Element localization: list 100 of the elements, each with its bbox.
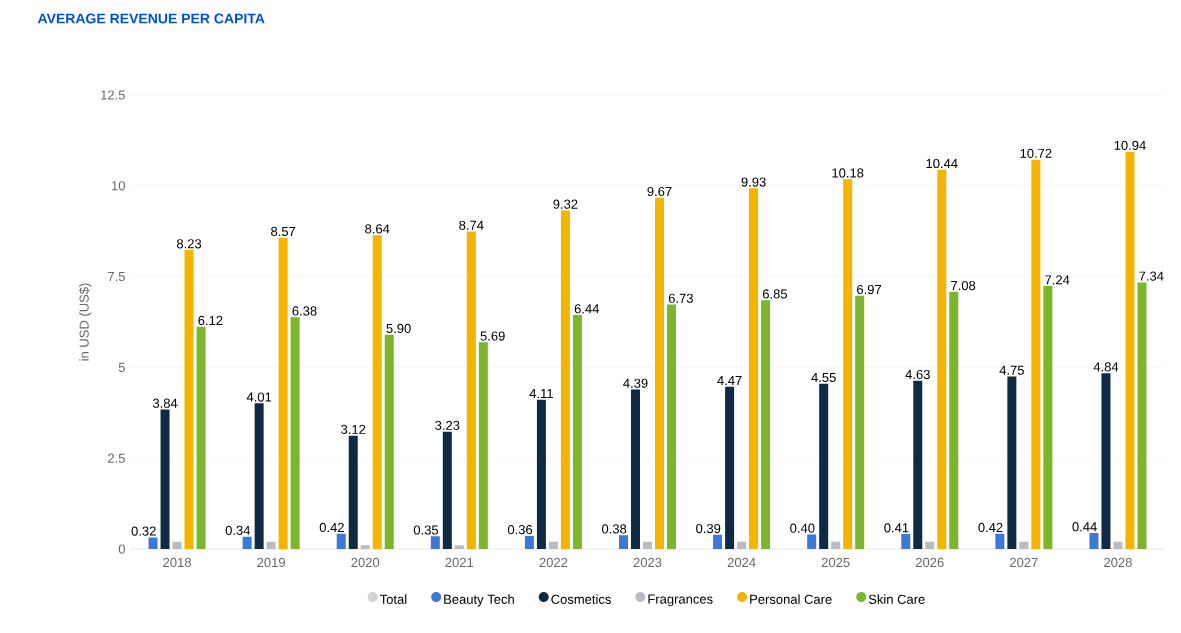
bar bbox=[160, 409, 170, 549]
legend-label: Skin Care bbox=[868, 594, 925, 604]
bar bbox=[1031, 159, 1041, 549]
legend-label: Personal Care bbox=[750, 594, 832, 604]
data-label: 7.24 bbox=[1045, 275, 1070, 285]
bar bbox=[725, 386, 735, 549]
data-label: 3.12 bbox=[341, 424, 366, 434]
data-label: 0.36 bbox=[507, 525, 533, 535]
y-tick-label: 2.5 bbox=[108, 453, 125, 463]
x-tick-label: 2022 bbox=[539, 557, 568, 567]
bar bbox=[1137, 282, 1147, 549]
data-label: 6.85 bbox=[762, 289, 788, 299]
bar bbox=[548, 541, 558, 549]
data-label: 0.39 bbox=[696, 523, 721, 534]
y-tick-label: 0 bbox=[118, 544, 125, 554]
data-label: 7.08 bbox=[951, 280, 976, 291]
bar bbox=[995, 533, 1005, 549]
bar bbox=[925, 541, 935, 549]
bar bbox=[290, 317, 300, 549]
data-label: 0.32 bbox=[131, 526, 156, 536]
bar bbox=[196, 326, 206, 549]
data-label: 4.11 bbox=[529, 389, 553, 399]
chart-title: AVERAGE REVENUE PER CAPITA bbox=[37, 13, 265, 24]
bar bbox=[913, 380, 923, 549]
x-tick-label: 2021 bbox=[445, 557, 474, 567]
bar bbox=[242, 536, 252, 549]
data-label: 0.34 bbox=[225, 525, 251, 535]
bar bbox=[148, 537, 158, 549]
legend-label: Cosmetics bbox=[551, 594, 611, 604]
data-label: 5.69 bbox=[480, 331, 505, 341]
bar bbox=[536, 399, 546, 549]
bar bbox=[667, 304, 676, 549]
bar bbox=[737, 541, 747, 549]
data-label: 4.63 bbox=[905, 369, 930, 380]
data-label: 8.64 bbox=[365, 224, 390, 234]
bar bbox=[560, 210, 570, 549]
data-label: 0.41 bbox=[884, 523, 909, 533]
y-axis-title: in USD (US$) bbox=[78, 283, 92, 361]
data-label: 7.34 bbox=[1139, 271, 1164, 281]
bar bbox=[855, 295, 865, 549]
bar bbox=[713, 534, 723, 549]
data-label: 10.44 bbox=[926, 158, 958, 169]
bar bbox=[949, 291, 959, 549]
data-label: 8.23 bbox=[176, 239, 202, 249]
data-label: 6.38 bbox=[292, 306, 317, 316]
x-tick-label: 2023 bbox=[633, 557, 662, 567]
bar bbox=[655, 197, 664, 549]
bar bbox=[843, 179, 853, 549]
data-label: 4.84 bbox=[1093, 362, 1119, 372]
data-label: 6.97 bbox=[857, 284, 882, 295]
data-label: 0.44 bbox=[1072, 522, 1097, 532]
legend-label: Total bbox=[380, 594, 407, 604]
bar bbox=[384, 334, 394, 549]
bar bbox=[524, 535, 534, 549]
data-label: 8.57 bbox=[271, 226, 296, 237]
bar bbox=[761, 300, 771, 549]
y-tick-label: 5 bbox=[118, 362, 125, 372]
bar bbox=[643, 541, 652, 549]
x-tick-label: 2020 bbox=[351, 557, 380, 567]
bar bbox=[360, 545, 370, 549]
x-tick-label: 2025 bbox=[821, 557, 850, 567]
bar bbox=[619, 535, 628, 549]
bar bbox=[1007, 376, 1017, 549]
bar bbox=[1125, 151, 1135, 549]
bar bbox=[1089, 533, 1099, 549]
data-label: 9.93 bbox=[741, 177, 766, 187]
bar bbox=[266, 541, 276, 549]
x-tick-label: 2024 bbox=[727, 557, 756, 567]
data-label: 10.18 bbox=[832, 168, 864, 178]
bar bbox=[1113, 541, 1123, 549]
bar bbox=[901, 534, 911, 549]
bar bbox=[348, 435, 358, 549]
data-label: 10.94 bbox=[1114, 140, 1146, 150]
legend-label: Fragrances bbox=[648, 594, 713, 607]
y-tick-label: 7.5 bbox=[108, 272, 125, 282]
legend-label: Beauty Tech bbox=[444, 594, 514, 607]
data-label: 4.55 bbox=[811, 372, 836, 383]
x-tick-label: 2028 bbox=[1104, 557, 1132, 567]
bar bbox=[1101, 373, 1111, 549]
data-label: 3.84 bbox=[152, 398, 178, 408]
bar bbox=[184, 250, 194, 549]
bar bbox=[831, 541, 841, 549]
bar bbox=[937, 169, 947, 549]
bar bbox=[478, 342, 488, 549]
x-tick-label: 2019 bbox=[257, 557, 285, 567]
y-tick-label: 10 bbox=[112, 181, 125, 191]
bar bbox=[631, 389, 640, 549]
bar bbox=[254, 403, 264, 549]
data-label: 0.42 bbox=[319, 522, 344, 533]
bar bbox=[442, 431, 452, 549]
data-label: 10.72 bbox=[1020, 148, 1052, 158]
bar bbox=[372, 235, 382, 549]
data-label: 8.74 bbox=[459, 220, 484, 230]
bar bbox=[172, 541, 182, 549]
data-label: 4.01 bbox=[246, 392, 272, 402]
bar bbox=[454, 545, 464, 549]
data-label: 4.47 bbox=[717, 376, 742, 385]
data-label: 9.32 bbox=[553, 199, 578, 209]
data-label: 6.44 bbox=[574, 304, 600, 314]
data-label: 0.40 bbox=[790, 523, 815, 533]
